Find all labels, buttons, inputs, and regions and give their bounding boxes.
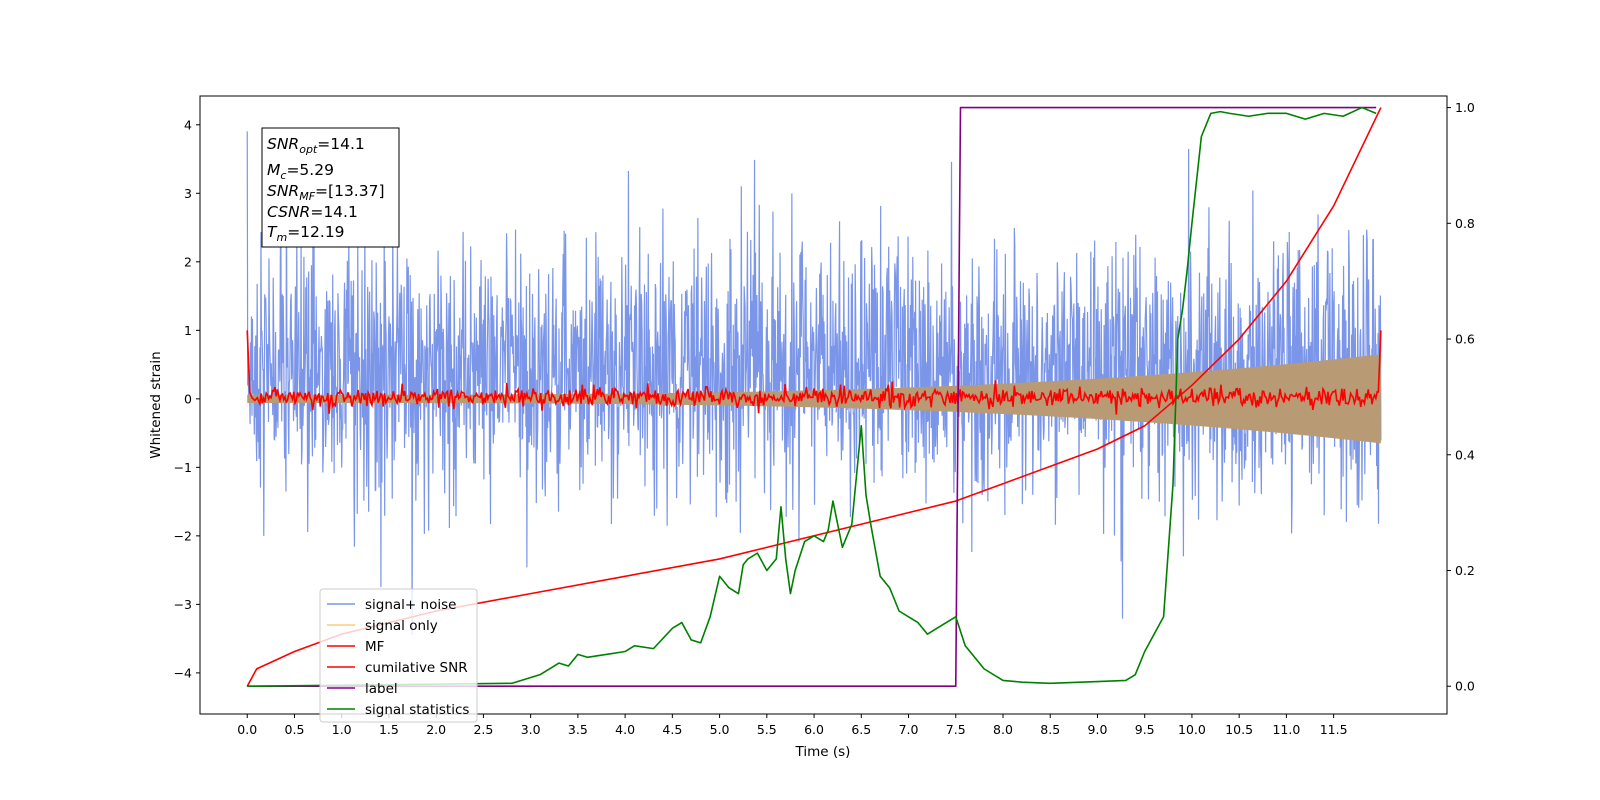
- x-tick-label: 2.5: [473, 722, 493, 737]
- legend-label-cumulative-snr: cumilative SNR: [365, 660, 468, 676]
- x-tick-label: 0.5: [285, 722, 305, 737]
- x-tick-label: 7.0: [899, 722, 919, 737]
- y-tick-label: 3: [184, 186, 192, 201]
- y-tick-label: −3: [174, 597, 192, 612]
- annotation-snr-opt: SNRopt=14.1: [267, 135, 365, 156]
- y-axis-right: 1.0 0.8 0.6 0.4 0.2 0.0: [1447, 100, 1475, 694]
- y-tick-label: 2: [184, 254, 192, 269]
- legend-label-signal-statistics: signal statistics: [365, 702, 469, 718]
- legend-label-label: label: [365, 681, 398, 697]
- y-tick-label: 0: [184, 391, 192, 406]
- annotation-chirp-mass: Mc=5.29: [267, 161, 334, 182]
- y-tick-label: −2: [174, 528, 192, 543]
- series-signal-noise: [246, 131, 1382, 636]
- x-tick-label: 5.5: [757, 722, 777, 737]
- x-tick-label: 4.5: [662, 722, 682, 737]
- x-tick-label: 6.0: [804, 722, 824, 737]
- y-axis-left: 4 3 2 1 0 −1 −2 −3 −4: [174, 117, 200, 680]
- y-axis-label: Whitened strain: [148, 351, 164, 458]
- x-tick-label: 8.5: [1040, 722, 1060, 737]
- x-tick-label: 3.0: [521, 722, 541, 737]
- x-axis-label: Time (s): [795, 744, 851, 760]
- y-tick-label: −4: [174, 665, 192, 680]
- y2-tick-label: 0.0: [1455, 679, 1475, 694]
- x-tick-label: 0.0: [237, 722, 257, 737]
- x-tick-label: 10.5: [1225, 722, 1253, 737]
- x-tick-label: 9.0: [1088, 722, 1108, 737]
- x-tick-label: 1.0: [332, 722, 352, 737]
- series-signal-statistics: [247, 106, 1377, 688]
- x-tick-label: 10.0: [1178, 722, 1206, 737]
- x-tick-label: 2.0: [426, 722, 446, 737]
- y2-tick-label: 1.0: [1455, 100, 1475, 115]
- x-tick-label: 11.0: [1272, 722, 1300, 737]
- y-tick-label: 4: [184, 117, 192, 132]
- legend-frame: [319, 588, 478, 723]
- x-tick-label: 4.0: [615, 722, 635, 737]
- series-mf: [246, 330, 1382, 415]
- annotation-box: SNRopt=14.1 Mc=5.29 SNRMF=[13.37] CSNR=1…: [261, 127, 400, 248]
- x-tick-label: 6.5: [851, 722, 871, 737]
- legend: signal+ noise signal only MF cumilative …: [319, 588, 478, 723]
- legend-label-signal-only: signal only: [365, 618, 438, 634]
- y-tick-label: 1: [184, 323, 192, 338]
- annotation-csnr: CSNR=14.1: [267, 203, 358, 221]
- x-tick-label: 8.0: [993, 722, 1013, 737]
- legend-label-signal-noise: signal+ noise: [365, 597, 456, 613]
- x-tick-label: 11.5: [1320, 722, 1348, 737]
- y2-tick-label: 0.2: [1455, 563, 1475, 578]
- x-tick-label: 1.5: [379, 722, 399, 737]
- x-axis: 0.0 0.5 1.0 1.5 2.0 2.5 3.0 3.5 4.0 4.5 5.0 5.5 6.0 6…: [237, 714, 1348, 737]
- x-tick-label: 5.0: [710, 722, 730, 737]
- series-signal-only: [247, 354, 1381, 444]
- y2-tick-label: 0.8: [1455, 216, 1475, 231]
- y2-tick-label: 0.6: [1455, 332, 1475, 347]
- x-tick-label: 7.5: [946, 722, 966, 737]
- y2-tick-label: 0.4: [1455, 447, 1475, 462]
- y-tick-label: −1: [174, 460, 192, 475]
- series-label: [247, 106, 1377, 688]
- plot-frame: [199, 95, 1448, 715]
- legend-label-mf: MF: [365, 639, 384, 655]
- annotation-snr-mf: SNRMF=[13.37]: [267, 182, 385, 203]
- x-tick-label: 9.5: [1135, 722, 1155, 737]
- annotation-tm: Tm=12.19: [267, 223, 345, 244]
- x-tick-label: 3.5: [568, 722, 588, 737]
